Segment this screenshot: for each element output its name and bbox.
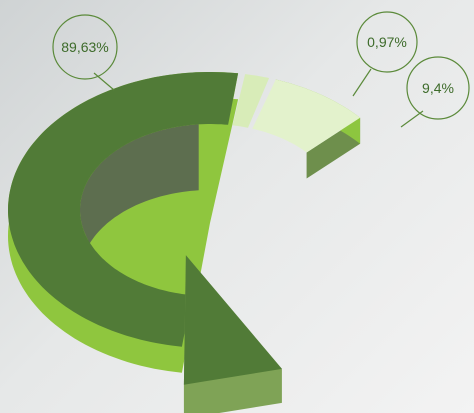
data-label-2: 0,97%: [367, 34, 407, 50]
slice-small: [232, 74, 270, 128]
callout-bubble-1: [52, 14, 118, 80]
callout-bubble-3: [406, 56, 470, 120]
arrow-head: [183, 255, 282, 385]
callout-leader-1: [93, 72, 115, 91]
callout-bubble-2: [356, 11, 418, 73]
callout-leader-2: [352, 68, 372, 97]
data-label-3: 9,4%: [422, 80, 454, 96]
slice-main: [8, 72, 239, 347]
slice-main-inner-wall: [80, 124, 199, 306]
slice-third: [252, 79, 361, 153]
data-label-1: 89,63%: [61, 39, 108, 55]
callout-leader-3: [400, 110, 424, 128]
